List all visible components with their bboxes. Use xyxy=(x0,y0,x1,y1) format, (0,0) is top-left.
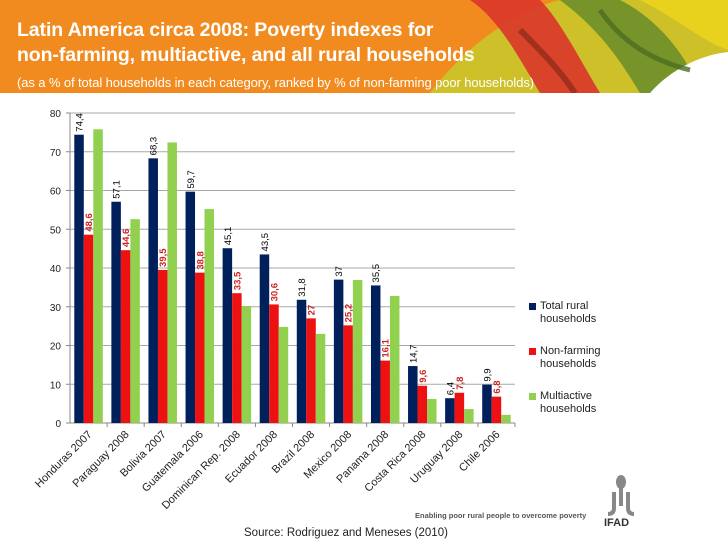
chart-subtitle: (as a % of total households in each cate… xyxy=(17,75,534,90)
value-label-nonfarming: 25,2 xyxy=(344,304,355,323)
bar-nonfarming xyxy=(380,360,390,423)
bar-multiactive xyxy=(315,333,326,423)
y-axis: 0 10 20 30 40 50 60 70 80 xyxy=(50,109,516,430)
value-label-total: 31,8 xyxy=(297,278,308,297)
bar-multiactive xyxy=(167,142,177,423)
bar-total xyxy=(333,279,344,423)
y-tick-label: 60 xyxy=(50,187,62,198)
value-labels: 74,4 48,6 57,1 44,6 68,3 39,5 59,7 38,8 45,1 33,5… xyxy=(75,113,503,395)
value-label-nonfarming: 38,8 xyxy=(195,251,206,270)
legend-label-nonfarming: Non-farming households xyxy=(540,345,601,370)
bar-total xyxy=(148,158,158,423)
bar-multiactive xyxy=(204,209,215,423)
bar-total xyxy=(259,254,270,423)
bar-multiactive xyxy=(427,398,437,423)
value-label-total: 9,9 xyxy=(482,368,493,381)
value-label-total: 43,5 xyxy=(260,233,271,252)
bar-nonfarming xyxy=(343,325,353,423)
y-tick-label: 30 xyxy=(50,303,62,314)
legend-swatch-nonfarming xyxy=(529,348,536,355)
bar-multiactive xyxy=(352,280,363,423)
bar-multiactive xyxy=(464,409,474,423)
gridlines xyxy=(70,112,515,385)
chart-title: Latin America circa 2008: Poverty indexe… xyxy=(17,18,475,68)
legend-swatch-multiactive xyxy=(529,393,536,400)
bar-multiactive xyxy=(93,129,103,423)
bar-nonfarming xyxy=(454,392,465,423)
bar-total xyxy=(445,398,455,423)
bar-total xyxy=(408,366,418,423)
bar-total xyxy=(296,299,307,423)
bar-total xyxy=(74,134,84,423)
bar-chart: 0 10 20 30 40 50 60 70 80 74,4 48,6 57,1 44,6 68,3 39… xyxy=(33,109,516,512)
bar-multiactive xyxy=(389,295,400,423)
bar-nonfarming xyxy=(195,272,205,423)
bar-total xyxy=(222,248,233,423)
title-line-2: non-farming, multiactive, and all rural … xyxy=(17,44,475,66)
value-label-nonfarming: 33,5 xyxy=(232,271,243,290)
ifad-logo-icon xyxy=(607,475,635,516)
value-label-total: 57,1 xyxy=(112,180,123,199)
legend-label-multiactive: Multiactive households xyxy=(540,390,597,415)
bar-multiactive xyxy=(278,326,289,423)
value-label-nonfarming: 9,6 xyxy=(418,370,429,383)
value-label-nonfarming: 44,6 xyxy=(121,229,132,248)
ifad-tagline: Enabling poor rural people to overcome p… xyxy=(415,511,587,520)
bar-nonfarming xyxy=(491,396,502,423)
bar-multiactive xyxy=(130,219,140,423)
y-tick-label: 80 xyxy=(50,109,62,120)
bar-nonfarming xyxy=(417,385,428,423)
source-note: Source: Rodriguez and Meneses (2010) xyxy=(244,527,448,539)
y-tick-label: 20 xyxy=(50,342,62,353)
value-label-nonfarming: 30,6 xyxy=(269,283,280,302)
value-label-total: 68,3 xyxy=(149,137,160,156)
bars xyxy=(74,129,511,423)
value-label-total: 35,5 xyxy=(371,264,382,283)
value-label-total: 45,1 xyxy=(223,227,234,246)
legend-label-total: Total rural households xyxy=(540,300,597,325)
bar-nonfarming xyxy=(157,269,168,423)
ifad-logo-text: IFAD xyxy=(604,517,630,529)
bar-total xyxy=(185,191,196,423)
bar-total xyxy=(482,384,492,423)
bar-nonfarming xyxy=(269,304,279,423)
value-label-total: 37 xyxy=(334,266,345,277)
bar-total xyxy=(111,201,121,423)
value-label-nonfarming: 7,8 xyxy=(455,377,466,390)
value-label-nonfarming: 6,8 xyxy=(492,380,503,393)
value-label-nonfarming: 39,5 xyxy=(158,248,169,267)
bar-multiactive xyxy=(501,414,511,423)
value-label-total: 14,7 xyxy=(408,345,419,364)
bar-total xyxy=(370,285,381,423)
value-label-nonfarming: 48,6 xyxy=(84,213,95,232)
bar-nonfarming xyxy=(120,250,131,423)
y-tick-label: 10 xyxy=(50,380,62,391)
title-line-1: Latin America circa 2008: Poverty indexe… xyxy=(17,19,434,41)
bar-nonfarming xyxy=(306,318,316,423)
bar-nonfarming xyxy=(232,293,242,423)
y-tick-label: 50 xyxy=(50,225,62,236)
legend-swatch-total xyxy=(529,303,536,310)
value-label-total: 74,4 xyxy=(75,113,86,132)
value-label-total: 6,4 xyxy=(445,382,456,395)
y-tick-label: 70 xyxy=(50,148,62,159)
y-tick-label: 40 xyxy=(50,264,62,275)
bar-multiactive xyxy=(241,305,252,423)
header-banner: Latin America circa 2008: Poverty indexe… xyxy=(0,0,728,93)
value-label-total: 59,7 xyxy=(186,170,197,189)
bar-nonfarming xyxy=(83,234,94,423)
value-label-nonfarming: 16,1 xyxy=(381,338,392,357)
value-label-nonfarming: 27 xyxy=(307,305,318,316)
leaf-decoration-icon xyxy=(430,0,728,93)
y-tick-label: 0 xyxy=(55,419,61,430)
